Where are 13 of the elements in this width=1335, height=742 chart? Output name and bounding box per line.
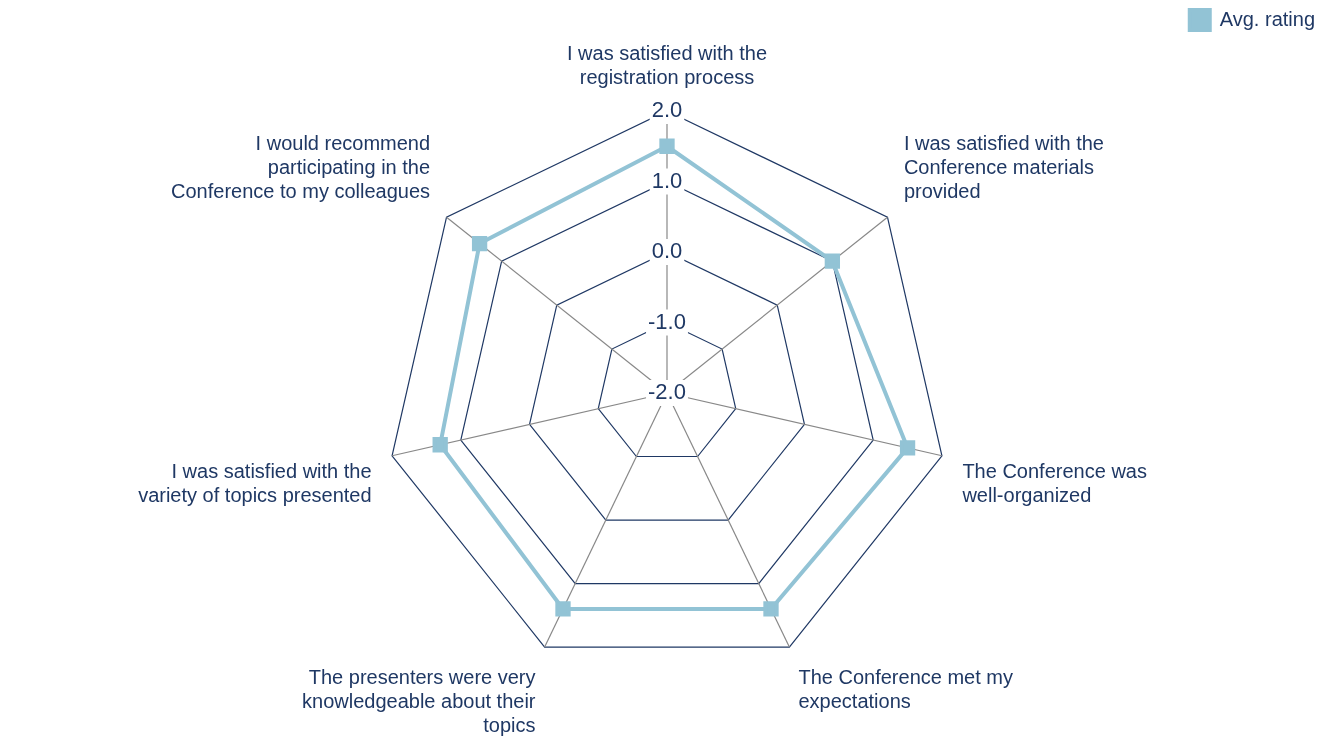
spoke-label: I was satisfied with the Conference materials provided (903, 131, 1104, 202)
spoke-label: The Conference was well-organized (961, 459, 1147, 506)
spoke-label: I was satisfied with the registration process (566, 41, 768, 88)
spoke-label: I was satisfied with the variety of topics presented (138, 459, 372, 506)
y-tick-label: -1.0 (648, 308, 686, 334)
y-tick-label: -2.0 (648, 379, 686, 405)
spoke-label: I would recommend participating in the Conference to my colleagues (171, 131, 431, 202)
y-tick-label: 0.0 (651, 238, 683, 264)
spoke-label: The Conference met my expectations (798, 665, 1013, 712)
y-tick-label: 1.0 (651, 167, 683, 193)
spoke-label: The presenters were very knowledgeable about their topics (302, 665, 536, 736)
y-tick-label: 2.0 (651, 97, 683, 123)
legend-label: Avg. rating (1219, 7, 1316, 30)
